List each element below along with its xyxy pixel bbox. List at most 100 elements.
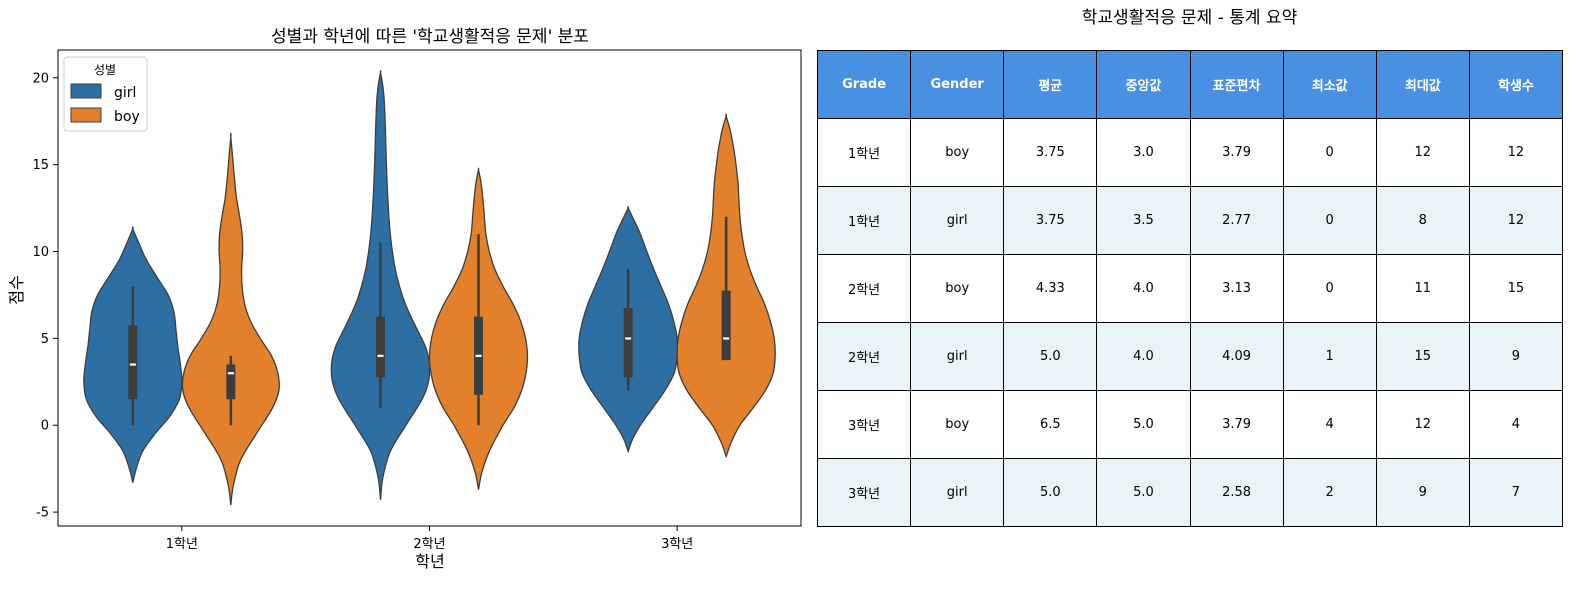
table-cell: 5.0 (1003, 322, 1098, 391)
table-cell: 12 (1375, 390, 1470, 459)
y-tick-label: 20 (32, 71, 49, 86)
table-cell: boy (910, 390, 1005, 459)
x-axis-label: 학년 (415, 552, 444, 571)
table-row: 1학년 boy 3.75 3.0 3.79 0 12 12 (816, 118, 1564, 187)
violin-boy-1 (181, 132, 280, 506)
table-cell: 1 (1282, 322, 1377, 391)
table-cell: 2학년 (816, 254, 912, 323)
table-header-row: Grade Gender 평균 중앙값 표준편차 최소값 최대값 학생수 (816, 50, 1564, 119)
header-min: 최소값 (1282, 50, 1377, 119)
table-cell: 5.0 (1096, 390, 1191, 459)
table-cell: 3.79 (1189, 390, 1284, 459)
legend-title: 성별 (94, 63, 116, 77)
table-cell: girl (910, 186, 1005, 255)
x-tick-label: 2학년 (413, 537, 445, 552)
table-row: 2학년 girl 5.0 4.0 4.09 1 15 9 (816, 322, 1564, 391)
legend-swatch-boy (70, 107, 102, 123)
table-row: 2학년 boy 4.33 4.0 3.13 0 11 15 (816, 254, 1564, 323)
table-cell: boy (910, 254, 1005, 323)
table-cell: 2 (1282, 458, 1377, 527)
table-cell: 1학년 (816, 118, 912, 187)
y-tick-label: -5 (36, 506, 49, 521)
chart-title: 성별과 학년에 따른 '학교생활적응 문제' 분포 (271, 27, 589, 47)
iqr-box (623, 307, 633, 378)
y-tick-label: 0 (41, 419, 49, 434)
table-cell: 4.0 (1096, 322, 1191, 391)
table-cell: 3.79 (1189, 118, 1284, 187)
table-cell: 15 (1468, 254, 1564, 323)
table-cell: 0 (1282, 186, 1377, 255)
y-axis-ticks: -5 0 5 10 15 20 (32, 71, 58, 521)
y-axis-label: 점수 (7, 275, 26, 304)
header-gender: Gender (910, 50, 1005, 119)
median-marker (377, 354, 384, 357)
table-cell: 3.0 (1096, 118, 1191, 187)
table-cell: 2.77 (1189, 186, 1284, 255)
table-cell: 0 (1282, 254, 1377, 323)
table-cell: 9 (1468, 322, 1564, 391)
table-cell: 3.75 (1003, 186, 1098, 255)
table-cell: 5.0 (1003, 458, 1098, 527)
table-cell: 9 (1375, 458, 1470, 527)
y-tick-label: 5 (41, 332, 49, 347)
table-row: 3학년 boy 6.5 5.0 3.79 4 12 4 (816, 390, 1564, 459)
table-cell: 7 (1468, 458, 1564, 527)
table-cell: 1학년 (816, 186, 912, 255)
x-tick-label: 3학년 (661, 537, 693, 552)
median-marker (475, 354, 482, 357)
plot-frame (57, 49, 802, 527)
statistics-table: Grade Gender 평균 중앙값 표준편차 최소값 최대값 학생수 1학년… (816, 50, 1564, 527)
header-count: 학생수 (1468, 50, 1564, 119)
table-cell: 3.5 (1096, 186, 1191, 255)
table-cell: 8 (1375, 186, 1470, 255)
table-cell: 15 (1375, 322, 1470, 391)
legend-label-boy: boy (114, 109, 140, 125)
x-tick-label: 1학년 (166, 537, 198, 552)
iqr-box (376, 316, 385, 378)
table-cell: boy (910, 118, 1005, 187)
y-tick-label: 10 (32, 245, 49, 260)
table-cell: 3학년 (816, 458, 912, 527)
median-marker (723, 337, 730, 340)
header-median: 중앙값 (1096, 50, 1191, 119)
table-cell: 12 (1468, 186, 1564, 255)
table-cell: 4.33 (1003, 254, 1098, 323)
header-max: 최대값 (1375, 50, 1470, 119)
header-std: 표준편차 (1189, 50, 1284, 119)
table-cell: 3.13 (1189, 254, 1284, 323)
table-row: 1학년 girl 3.75 3.5 2.77 0 8 12 (816, 186, 1564, 255)
table-cell: 12 (1375, 118, 1470, 187)
iqr-box (128, 325, 138, 400)
table-cell: 6.5 (1003, 390, 1098, 459)
table-cell: 4.0 (1096, 254, 1191, 323)
header-mean: 평균 (1003, 50, 1098, 119)
violin-chart: -5 0 5 10 15 20 1학년 2학년 3학년 성별과 학년에 따른 '학교생활적응 … (7, 27, 802, 571)
table-cell: 4 (1468, 390, 1564, 459)
legend-swatch-girl (70, 83, 102, 99)
table-cell: 3학년 (816, 390, 912, 459)
table-row: 3학년 girl 5.0 5.0 2.58 2 9 7 (816, 458, 1564, 527)
legend-label-girl: girl (114, 85, 136, 101)
table-cell: 12 (1468, 118, 1564, 187)
table-cell: 4 (1282, 390, 1377, 459)
table-cell: 3.75 (1003, 118, 1098, 187)
table-cell: 2학년 (816, 322, 912, 391)
table-cell: 4.09 (1189, 322, 1284, 391)
table-cell: 2.58 (1189, 458, 1284, 527)
table-cell: 5.0 (1096, 458, 1191, 527)
x-axis-ticks: 1학년 2학년 3학년 (166, 526, 693, 552)
violins-layer (83, 70, 776, 506)
median-marker (129, 363, 136, 366)
median-marker (625, 337, 632, 340)
y-tick-label: 15 (32, 158, 49, 173)
legend: 성별 girl boy (63, 56, 148, 132)
header-grade: Grade (816, 50, 912, 119)
table-cell: 0 (1282, 118, 1377, 187)
iqr-box (721, 290, 731, 361)
iqr-box (226, 364, 236, 400)
table-cell: 11 (1375, 254, 1470, 323)
median-marker (227, 372, 234, 375)
table-cell: girl (910, 322, 1005, 391)
table-title: 학교생활적응 문제 - 통계 요약 (1081, 8, 1298, 28)
table-cell: girl (910, 458, 1005, 527)
